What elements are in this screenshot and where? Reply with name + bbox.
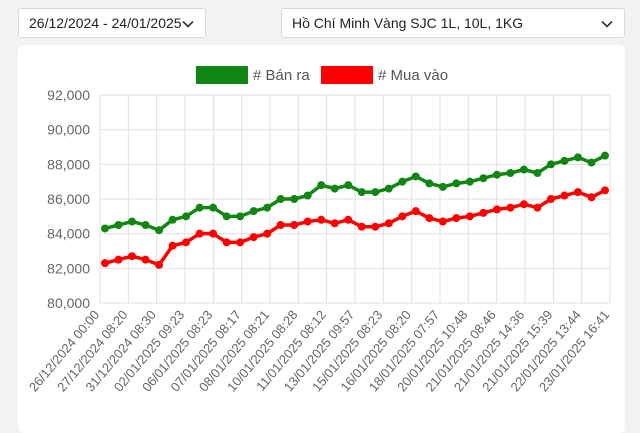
product-select[interactable]: Hồ Chí Minh Vàng SJC 1L, 10L, 1KG bbox=[281, 8, 625, 38]
data-point[interactable] bbox=[384, 219, 393, 228]
y-tick-label: 86,000 bbox=[47, 191, 90, 207]
data-point[interactable] bbox=[479, 208, 488, 217]
data-point[interactable] bbox=[290, 195, 299, 203]
data-point[interactable] bbox=[425, 214, 434, 223]
data-point[interactable] bbox=[587, 193, 596, 202]
data-point[interactable] bbox=[506, 169, 515, 177]
data-point[interactable] bbox=[141, 221, 150, 229]
chevron-down-icon bbox=[182, 20, 194, 28]
data-point[interactable] bbox=[344, 181, 353, 190]
chevron-down-icon bbox=[601, 20, 613, 28]
data-point[interactable] bbox=[601, 151, 609, 160]
data-point[interactable] bbox=[371, 222, 380, 231]
data-point[interactable] bbox=[195, 203, 204, 212]
data-point[interactable] bbox=[168, 215, 177, 224]
data-point[interactable] bbox=[438, 182, 447, 191]
data-point[interactable] bbox=[506, 203, 515, 212]
data-point[interactable] bbox=[533, 203, 542, 212]
data-point[interactable] bbox=[357, 222, 366, 231]
data-point[interactable] bbox=[155, 260, 164, 269]
data-point[interactable] bbox=[236, 238, 245, 247]
data-point[interactable] bbox=[101, 224, 109, 233]
data-point[interactable] bbox=[317, 181, 326, 190]
data-point[interactable] bbox=[573, 188, 582, 197]
data-point[interactable] bbox=[465, 177, 474, 186]
chart-card: 92,000 90,000 88,000 86,000 84,000 82,000 80,0… bbox=[18, 45, 625, 433]
date-range-select[interactable]: 26/12/2024 - 24/01/2025 bbox=[18, 8, 206, 38]
data-point[interactable] bbox=[573, 153, 582, 162]
price-chart: 92,000 90,000 88,000 86,000 84,000 82,000 80,0… bbox=[26, 66, 612, 394]
data-point[interactable] bbox=[492, 170, 501, 179]
data-point[interactable] bbox=[263, 229, 272, 238]
data-point[interactable] bbox=[546, 195, 555, 203]
data-point[interactable] bbox=[209, 229, 218, 238]
data-point[interactable] bbox=[114, 221, 123, 229]
data-point[interactable] bbox=[398, 177, 407, 186]
legend-swatch-1[interactable] bbox=[321, 66, 373, 84]
data-point[interactable] bbox=[411, 207, 420, 216]
data-point[interactable] bbox=[276, 195, 285, 203]
y-tick-label: 84,000 bbox=[47, 226, 90, 242]
data-point[interactable] bbox=[155, 226, 164, 235]
data-point[interactable] bbox=[546, 160, 555, 169]
data-point[interactable] bbox=[344, 215, 353, 224]
data-point[interactable] bbox=[492, 205, 501, 214]
data-point[interactable] bbox=[519, 200, 528, 209]
data-point[interactable] bbox=[452, 214, 461, 223]
data-point[interactable] bbox=[222, 238, 231, 247]
data-point[interactable] bbox=[276, 221, 285, 229]
data-point[interactable] bbox=[560, 156, 569, 165]
data-point[interactable] bbox=[601, 186, 609, 195]
data-point[interactable] bbox=[182, 238, 191, 247]
data-point[interactable] bbox=[357, 188, 366, 197]
data-point[interactable] bbox=[330, 219, 339, 228]
y-tick-label: 82,000 bbox=[47, 260, 90, 276]
data-point[interactable] bbox=[101, 259, 109, 268]
data-point[interactable] bbox=[384, 184, 393, 193]
y-tick-label: 90,000 bbox=[47, 122, 90, 138]
data-point[interactable] bbox=[425, 179, 434, 188]
data-point[interactable] bbox=[249, 207, 258, 216]
y-tick-label: 88,000 bbox=[47, 156, 90, 172]
date-range-value: 26/12/2024 - 24/01/2025 bbox=[29, 15, 182, 31]
data-point[interactable] bbox=[317, 215, 326, 224]
data-point[interactable] bbox=[128, 252, 137, 261]
data-point[interactable] bbox=[209, 203, 218, 212]
data-point[interactable] bbox=[128, 217, 137, 226]
data-point[interactable] bbox=[398, 212, 407, 221]
data-point[interactable] bbox=[560, 191, 569, 200]
data-point[interactable] bbox=[303, 191, 312, 200]
data-point[interactable] bbox=[236, 212, 245, 221]
legend-label-0[interactable]: # Bán ra bbox=[253, 67, 310, 84]
data-point[interactable] bbox=[195, 229, 204, 238]
data-point[interactable] bbox=[587, 158, 596, 167]
data-point[interactable] bbox=[533, 169, 542, 177]
data-point[interactable] bbox=[330, 184, 339, 193]
legend-label-1[interactable]: # Mua vào bbox=[378, 67, 448, 84]
data-point[interactable] bbox=[168, 241, 177, 250]
data-point[interactable] bbox=[141, 255, 150, 264]
data-point[interactable] bbox=[222, 212, 231, 221]
data-point[interactable] bbox=[263, 203, 272, 212]
data-point[interactable] bbox=[114, 255, 123, 264]
product-value: Hồ Chí Minh Vàng SJC 1L, 10L, 1KG bbox=[292, 15, 524, 31]
data-point[interactable] bbox=[452, 179, 461, 188]
data-point[interactable] bbox=[411, 172, 420, 181]
data-point[interactable] bbox=[519, 165, 528, 174]
data-point[interactable] bbox=[249, 233, 258, 242]
data-point[interactable] bbox=[290, 221, 299, 229]
data-point[interactable] bbox=[465, 212, 474, 221]
data-point[interactable] bbox=[438, 217, 447, 226]
data-point[interactable] bbox=[371, 188, 380, 197]
data-point[interactable] bbox=[303, 217, 312, 226]
data-point[interactable] bbox=[182, 212, 191, 221]
y-tick-label: 80,000 bbox=[47, 295, 90, 311]
y-tick-label: 92,000 bbox=[47, 87, 90, 103]
data-point[interactable] bbox=[479, 174, 488, 183]
legend-swatch-0[interactable] bbox=[196, 66, 248, 84]
